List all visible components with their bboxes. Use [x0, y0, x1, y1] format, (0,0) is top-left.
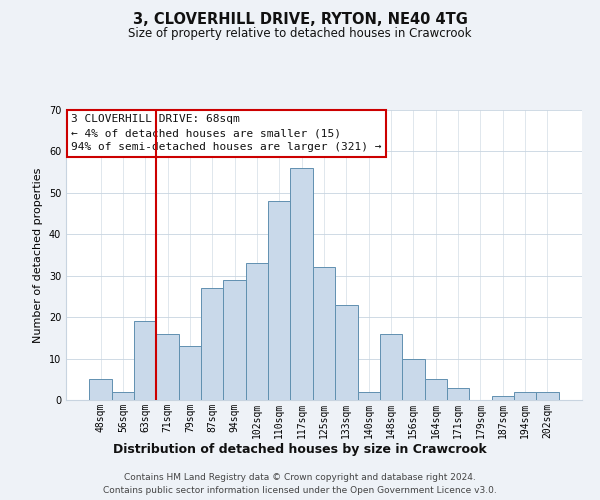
Bar	[223, 280, 246, 400]
Text: Contains HM Land Registry data © Crown copyright and database right 2024.: Contains HM Land Registry data © Crown c…	[124, 472, 476, 482]
Bar	[268, 201, 290, 400]
Bar	[380, 334, 402, 400]
Bar	[313, 268, 335, 400]
Bar	[358, 392, 380, 400]
Bar	[246, 264, 268, 400]
Bar	[157, 334, 179, 400]
Bar	[134, 322, 157, 400]
Bar	[290, 168, 313, 400]
Text: 3, CLOVERHILL DRIVE, RYTON, NE40 4TG: 3, CLOVERHILL DRIVE, RYTON, NE40 4TG	[133, 12, 467, 28]
Text: Distribution of detached houses by size in Crawcrook: Distribution of detached houses by size …	[113, 442, 487, 456]
Bar	[335, 304, 358, 400]
Bar	[491, 396, 514, 400]
Bar	[402, 358, 425, 400]
Bar	[425, 380, 447, 400]
Bar	[447, 388, 469, 400]
Bar	[89, 380, 112, 400]
Text: 3 CLOVERHILL DRIVE: 68sqm
← 4% of detached houses are smaller (15)
94% of semi-d: 3 CLOVERHILL DRIVE: 68sqm ← 4% of detach…	[71, 114, 382, 152]
Bar	[112, 392, 134, 400]
Bar	[179, 346, 201, 400]
Text: Contains public sector information licensed under the Open Government Licence v3: Contains public sector information licen…	[103, 486, 497, 495]
Y-axis label: Number of detached properties: Number of detached properties	[33, 168, 43, 342]
Bar	[536, 392, 559, 400]
Text: Size of property relative to detached houses in Crawcrook: Size of property relative to detached ho…	[128, 28, 472, 40]
Bar	[201, 288, 223, 400]
Bar	[514, 392, 536, 400]
